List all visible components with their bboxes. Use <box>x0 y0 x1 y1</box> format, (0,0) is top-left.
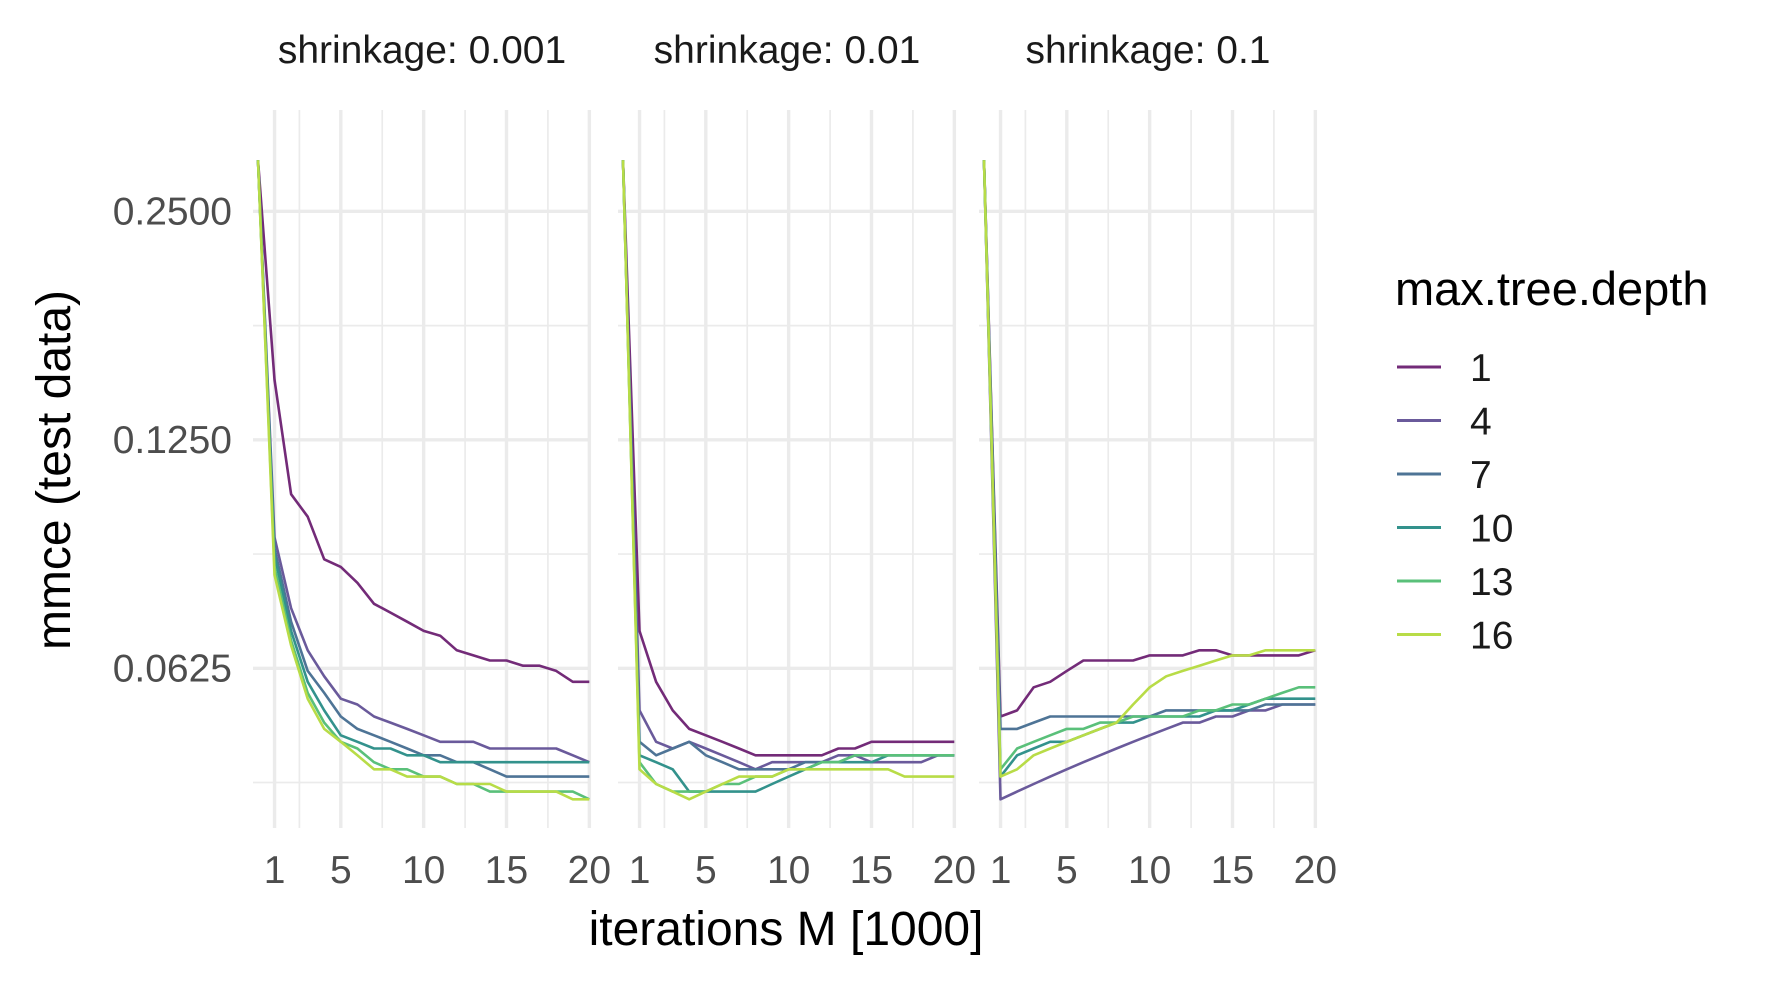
panel-2: shrinkage: 0.011 5 10 15 20 <box>618 29 976 892</box>
y-tick-label: 0.1250 <box>113 419 232 462</box>
legend-title: max.tree.depth <box>1395 262 1709 315</box>
y-tick-label: 0.2500 <box>113 190 232 233</box>
x-tick-label: 20 <box>568 849 611 892</box>
panel-3: shrinkage: 0.11 5 10 15 20 <box>979 29 1337 892</box>
x-tick-label: 20 <box>1294 849 1337 892</box>
legend-item-10: 10 <box>1397 508 1513 551</box>
x-tick-label: 10 <box>767 849 810 892</box>
legend-item-16: 16 <box>1397 615 1513 658</box>
legend-items: 1 4 7 10 13 16 <box>1397 347 1513 658</box>
x-tick-label: 15 <box>850 849 893 892</box>
legend-label: 7 <box>1470 454 1492 497</box>
x-tick-label: 5 <box>695 849 717 892</box>
series-line-depth-1 <box>256 160 590 684</box>
y-axis-tick-labels: 0.0625 0.1250 0.2500 <box>113 190 232 690</box>
legend-item-4: 4 <box>1397 401 1492 444</box>
x-tick-label: 15 <box>1211 849 1254 892</box>
x-tick-label: 5 <box>1056 849 1078 892</box>
series-line-depth-13 <box>982 160 1316 771</box>
legend-item-13: 13 <box>1397 561 1513 604</box>
series-line-depth-4 <box>256 160 590 764</box>
x-tick-label: 20 <box>933 849 976 892</box>
series-line-depth-1 <box>621 160 955 757</box>
panel-strip-label: shrinkage: 0.1 <box>1026 29 1271 72</box>
series-line-depth-16 <box>256 160 590 801</box>
legend: max.tree.depth 1 4 7 10 13 16 <box>1395 262 1709 658</box>
y-axis-title: mmce (test data) <box>28 290 81 650</box>
legend-label: 4 <box>1470 401 1492 444</box>
x-tick-label: 1 <box>990 849 1012 892</box>
x-tick-label: 10 <box>402 849 445 892</box>
series-line-depth-16 <box>982 160 1316 778</box>
series-line-depth-4 <box>982 160 1316 801</box>
panel-strip-label: shrinkage: 0.001 <box>278 29 566 72</box>
panel-strip-label: shrinkage: 0.01 <box>654 29 921 72</box>
legend-label: 13 <box>1470 561 1513 604</box>
series-line-depth-10 <box>256 160 590 764</box>
legend-label: 16 <box>1470 615 1513 658</box>
x-tick-label: 15 <box>485 849 528 892</box>
x-axis-title: iterations M [1000] <box>589 903 984 956</box>
x-tick-label: 10 <box>1128 849 1171 892</box>
x-tick-label: 5 <box>330 849 352 892</box>
legend-label: 10 <box>1470 508 1513 551</box>
x-tick-label: 1 <box>629 849 651 892</box>
x-tick-label: 1 <box>264 849 286 892</box>
legend-label: 1 <box>1470 347 1492 390</box>
series-line-depth-16 <box>621 160 955 801</box>
series-line-depth-1 <box>982 160 1316 718</box>
legend-item-1: 1 <box>1397 347 1492 390</box>
legend-item-7: 7 <box>1397 454 1492 497</box>
y-tick-label: 0.0625 <box>113 647 232 690</box>
